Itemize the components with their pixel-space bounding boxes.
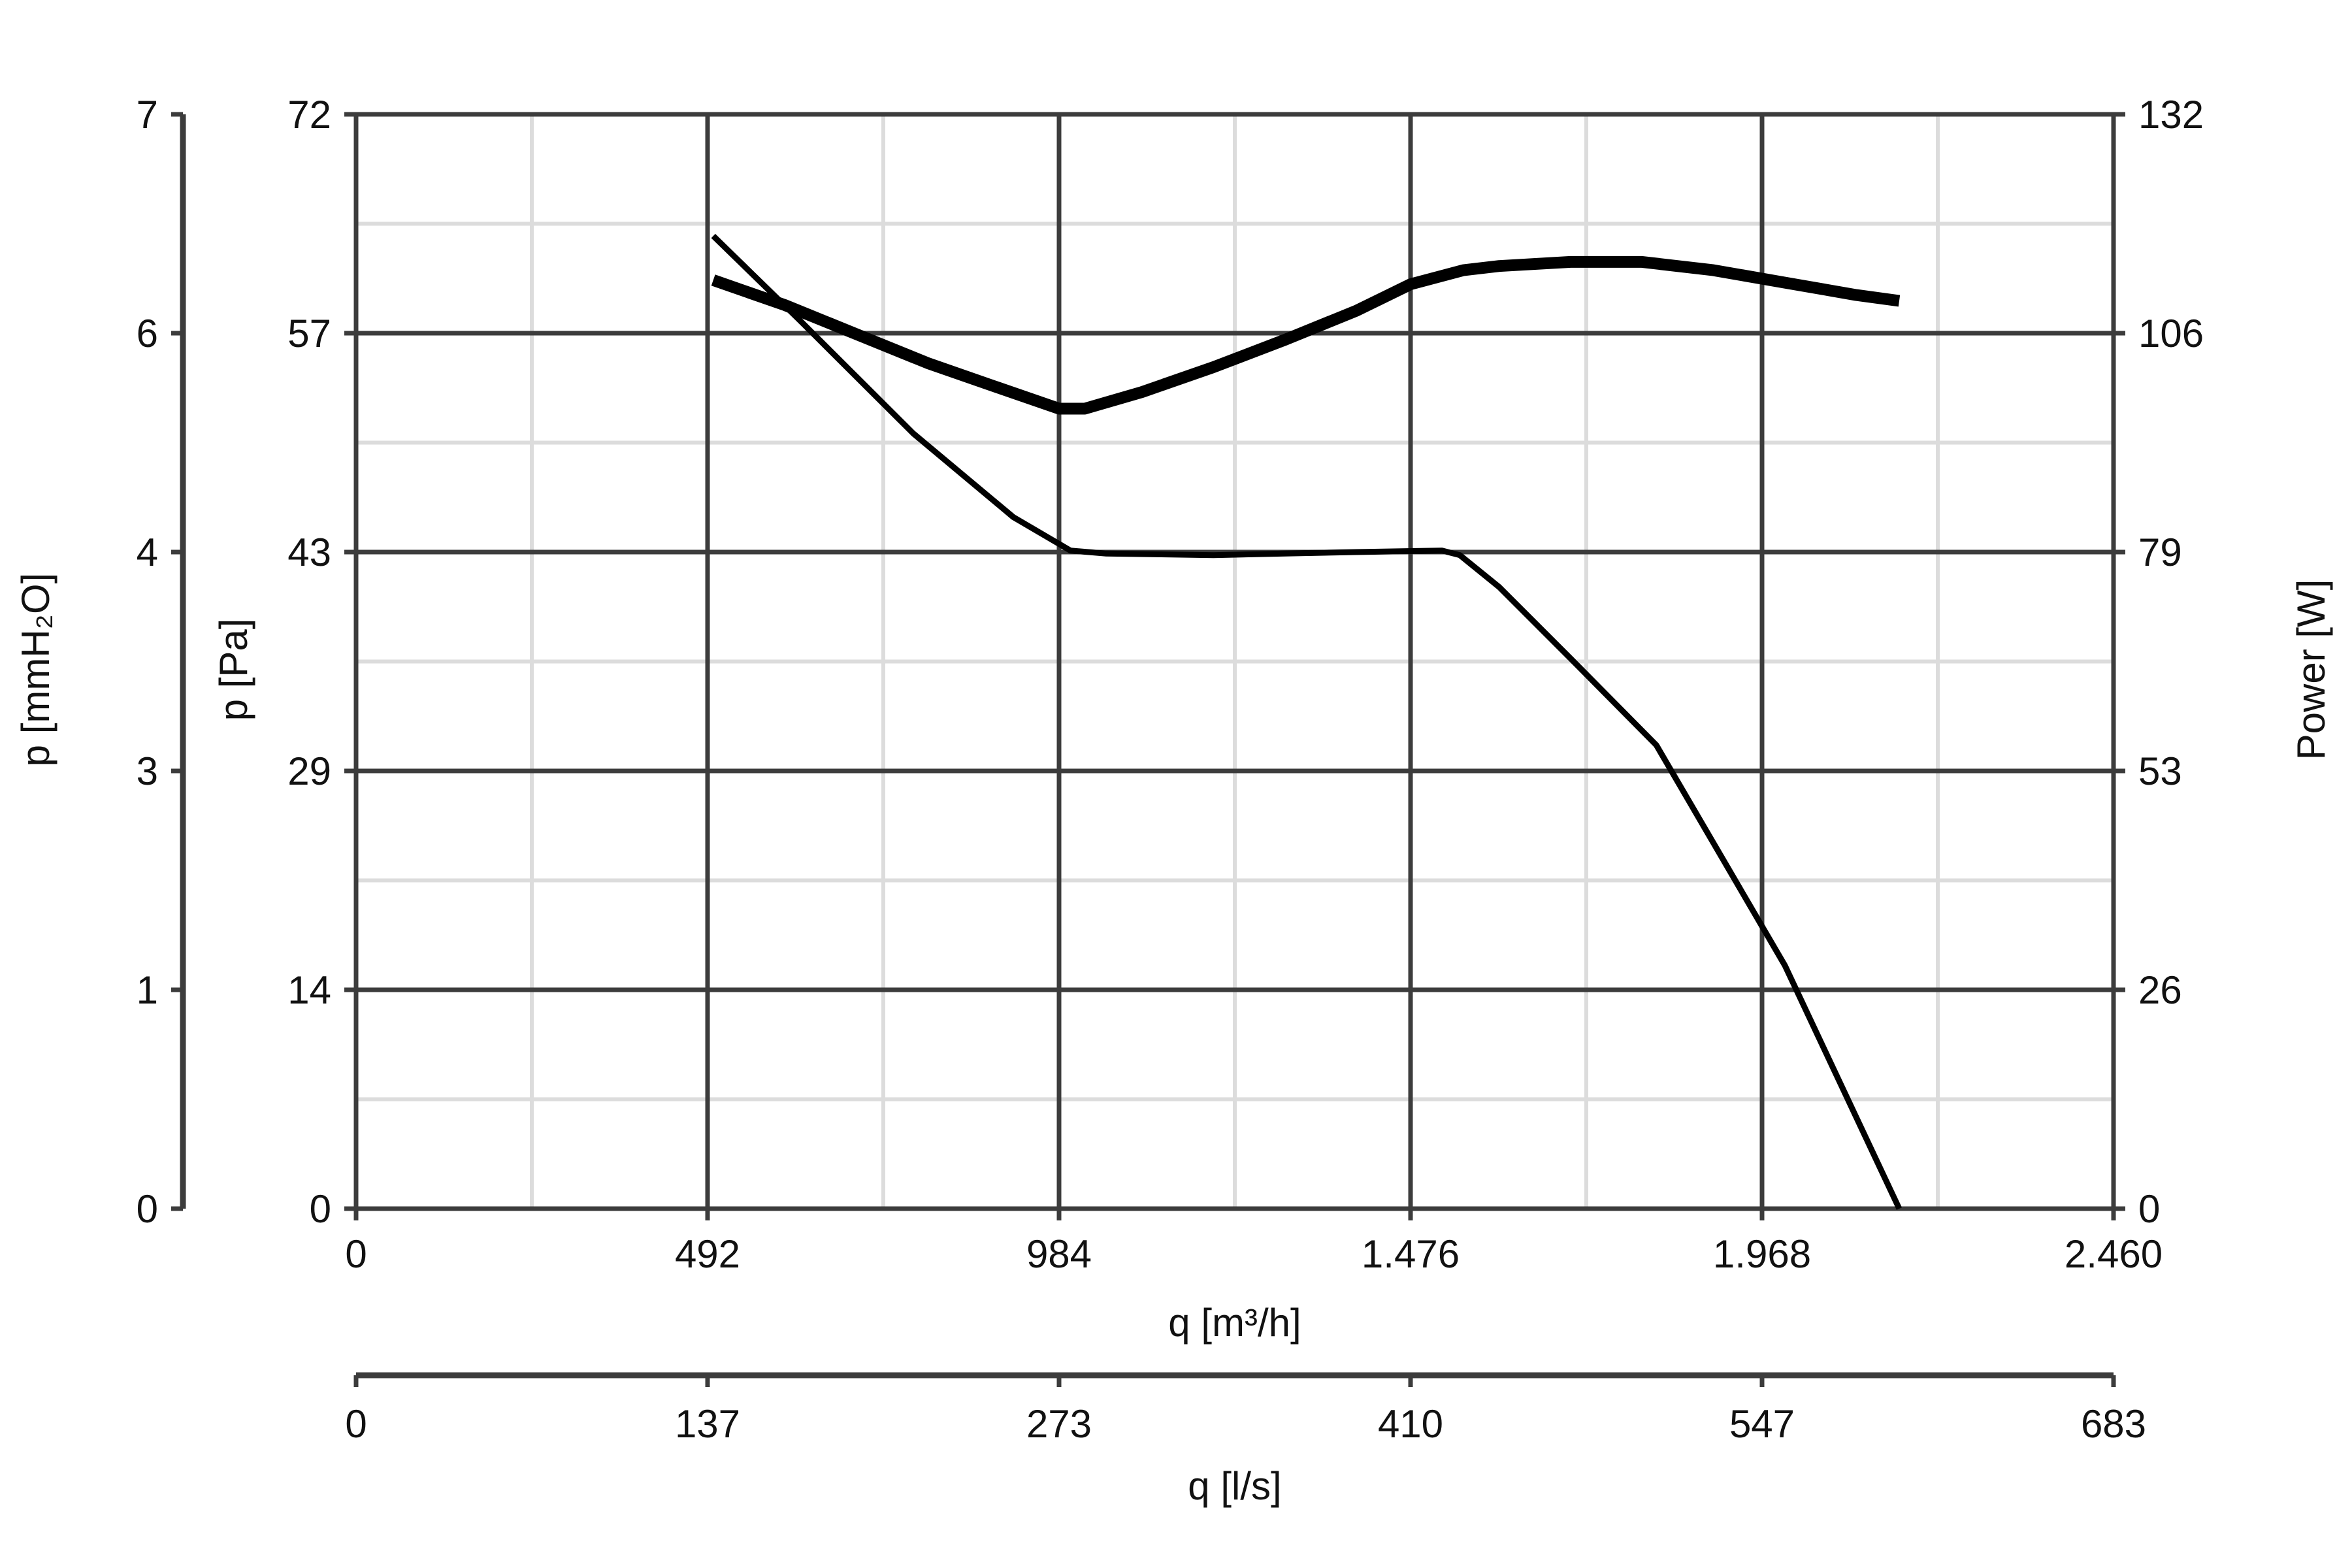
minor-gridlines: [356, 114, 2114, 1209]
x-tick-label-ls: 547: [1729, 1402, 1795, 1446]
x-axis-title-ls: q [l/s]: [1188, 1464, 1281, 1508]
y-tick-label-mmh2o: 4: [137, 531, 158, 574]
axes: [171, 112, 2125, 1387]
y-axis-title-mmh2o: p [mmH₂O]: [14, 573, 57, 767]
x-tick-label-ls: 0: [345, 1402, 367, 1446]
y-axis-title-power: Power [W]: [2289, 580, 2333, 760]
x-tick-label-m3h: 2.460: [2065, 1232, 2163, 1276]
x-tick-label-m3h: 1.476: [1362, 1232, 1460, 1276]
x-tick-label-ls: 683: [2081, 1402, 2146, 1446]
y-tick-label-mmh2o: 0: [137, 1187, 158, 1231]
curves: [711, 233, 1903, 1210]
pressure-curve: [711, 233, 1903, 1210]
y-tick-label-power: 79: [2138, 531, 2182, 574]
y-tick-label-pa: 29: [287, 749, 331, 793]
x-tick-label-m3h: 1.968: [1713, 1232, 1811, 1276]
y-tick-label-pa: 57: [287, 312, 331, 355]
x-tick-label-m3h: 0: [345, 1232, 367, 1276]
y-tick-label-power: 0: [2138, 1187, 2160, 1231]
y-axis-title-pa: p [Pa]: [212, 619, 255, 721]
x-tick-label-m3h: 984: [1026, 1232, 1092, 1276]
power-curve: [711, 255, 1901, 415]
y-tick-label-mmh2o: 3: [137, 749, 158, 793]
x-tick-label-ls: 410: [1378, 1402, 1443, 1446]
x-axis-title-m3h: q [m³/h]: [1168, 1301, 1301, 1345]
y-tick-label-mmh2o: 1: [137, 968, 158, 1012]
major-gridlines: [353, 112, 2116, 1211]
y-tick-label-mmh2o: 7: [137, 93, 158, 137]
y-tick-label-power: 26: [2138, 968, 2182, 1012]
y-tick-label-power: 106: [2138, 312, 2204, 355]
y-tick-label-mmh2o: 6: [137, 312, 158, 355]
x-tick-label-ls: 137: [675, 1402, 740, 1446]
y-tick-label-power: 132: [2138, 93, 2204, 137]
y-tick-label-power: 53: [2138, 749, 2182, 793]
y-tick-label-pa: 0: [310, 1187, 331, 1231]
y-tick-label-pa: 72: [287, 93, 331, 137]
y-tick-label-pa: 43: [287, 531, 331, 574]
x-tick-label-m3h: 492: [675, 1232, 740, 1276]
y-tick-label-pa: 14: [287, 968, 331, 1012]
x-tick-label-ls: 273: [1026, 1402, 1092, 1446]
